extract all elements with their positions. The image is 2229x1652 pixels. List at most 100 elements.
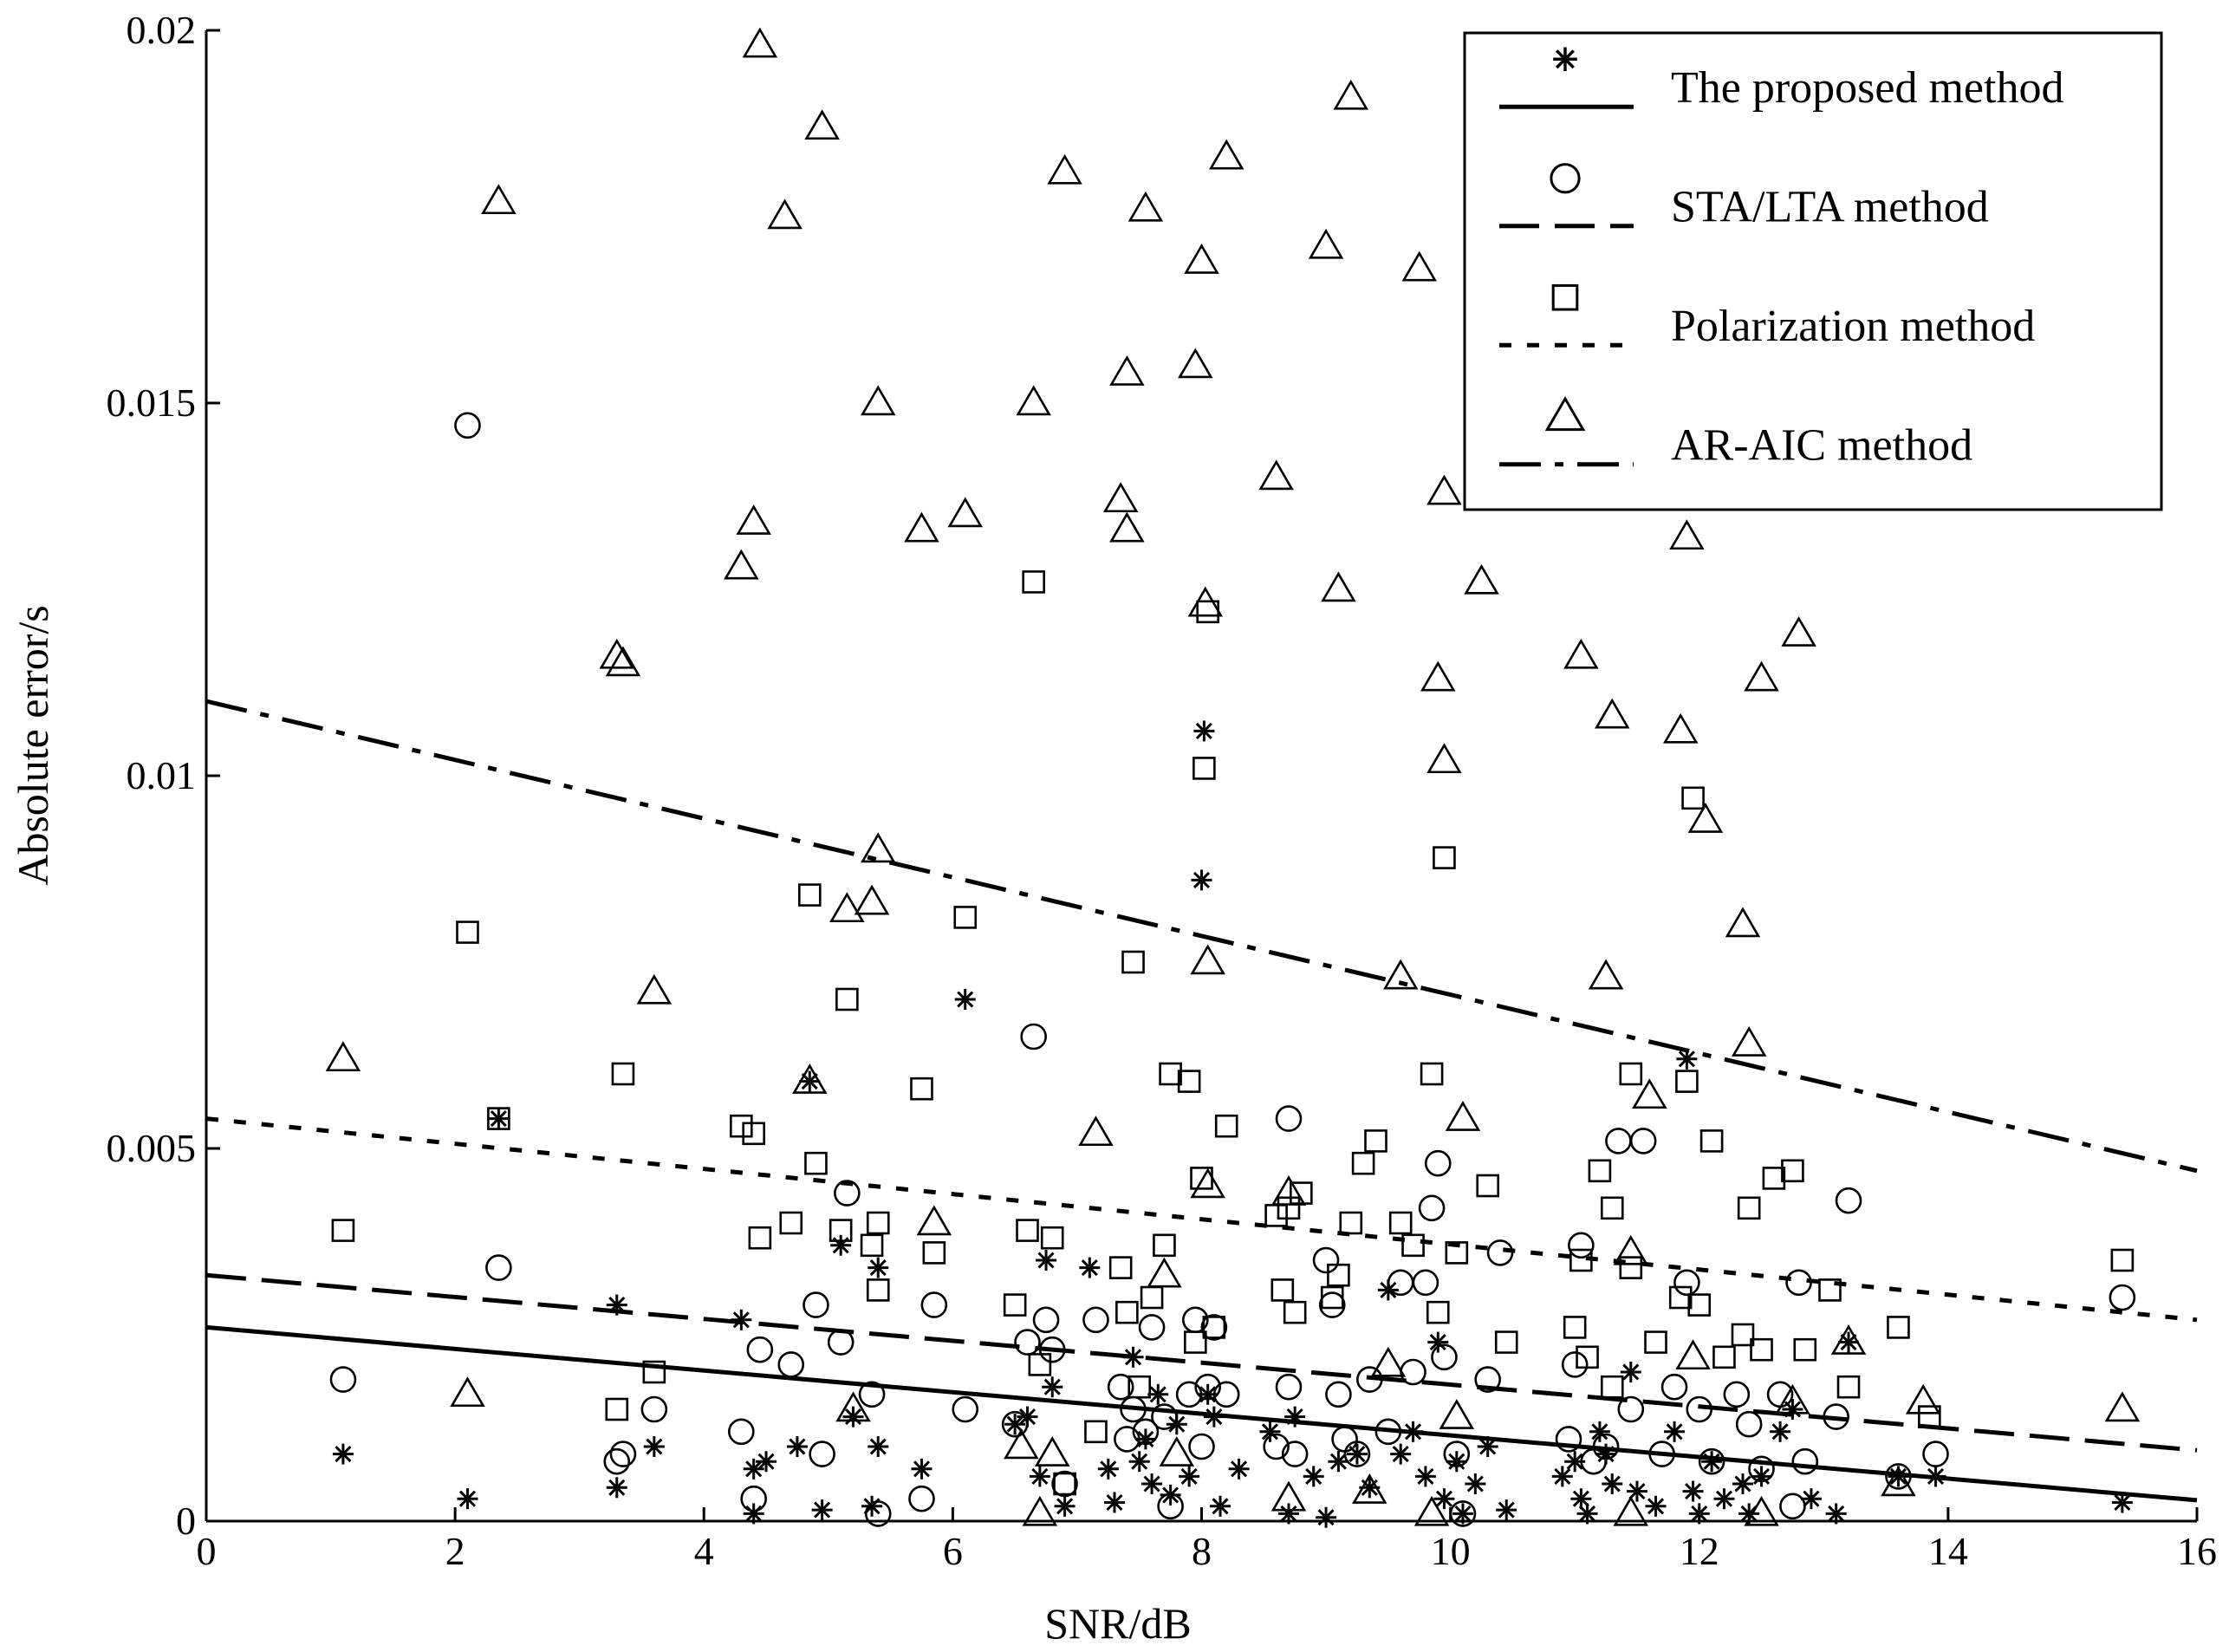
point-s3-56 (1594, 698, 1630, 729)
point-s2-20 (1003, 1293, 1027, 1317)
point-s3-43 (1333, 79, 1369, 110)
x-axis-title: SNR/dB (1044, 1599, 1192, 1648)
point-s2-39 (1202, 1316, 1226, 1339)
point-s3-50 (1426, 743, 1462, 774)
point-s2-47 (1327, 1263, 1350, 1287)
point-s0-53 (1402, 1421, 1424, 1442)
point-s2-78 (1781, 1159, 1804, 1183)
point-s1-47 (1343, 1441, 1371, 1467)
point-s1-73 (1723, 1381, 1751, 1408)
x-tick-label: 14 (1928, 1529, 1968, 1573)
y-tick-label: 0.015 (107, 380, 197, 425)
point-s1-62 (1568, 1232, 1595, 1259)
point-s1-83 (1922, 1441, 1949, 1467)
point-s1-61 (1561, 1351, 1589, 1378)
point-s0-12 (811, 1499, 833, 1521)
point-s1-48 (1356, 1366, 1383, 1393)
point-s0-52 (1390, 1443, 1412, 1465)
point-s1-12 (827, 1329, 855, 1356)
point-s3-23 (1034, 1436, 1070, 1467)
point-s1-79 (1791, 1447, 1819, 1475)
point-s3-66 (1731, 1026, 1767, 1057)
point-s2-22 (1022, 570, 1045, 594)
point-s3-8 (742, 27, 778, 58)
point-s3-38 (1258, 459, 1294, 491)
point-s0-3 (606, 1294, 627, 1316)
point-s0-47 (1316, 1506, 1337, 1528)
x-tick-label: 12 (1680, 1529, 1719, 1573)
point-s1-26 (1107, 1373, 1134, 1401)
point-s2-83 (1918, 1405, 1941, 1428)
point-s2-53 (1420, 1062, 1444, 1086)
point-s3-6 (724, 549, 759, 580)
point-s3-52 (1445, 1101, 1481, 1131)
point-s2-68 (1668, 1285, 1693, 1310)
legend-marker-2 (1551, 283, 1579, 311)
point-s2-44 (1283, 1300, 1307, 1324)
point-s2-76 (1750, 1337, 1773, 1362)
point-s3-22 (1022, 1495, 1058, 1526)
point-s0-2 (488, 1108, 510, 1129)
y-tick-label: 0 (176, 1499, 196, 1543)
point-s2-50 (1364, 1129, 1387, 1153)
point-s2-18 (922, 1241, 946, 1265)
point-s1-78 (1785, 1269, 1812, 1297)
y-tick-label: 0.02 (127, 8, 197, 52)
point-s0-87 (1925, 1466, 1946, 1487)
point-s2-9 (797, 883, 822, 907)
point-s1-15 (864, 1500, 892, 1527)
point-s3-48 (1413, 1495, 1450, 1526)
point-s3-57 (1588, 959, 1624, 990)
point-s1-49 (1374, 1418, 1402, 1446)
y-tick-label: 0.005 (107, 1126, 197, 1170)
point-s0-82 (1782, 1399, 1803, 1420)
point-s1-60 (1555, 1426, 1582, 1453)
point-s3-46 (1382, 959, 1419, 990)
point-s2-16 (866, 1211, 890, 1235)
point-s3-63 (1687, 803, 1724, 833)
point-s0-29 (1122, 1346, 1144, 1368)
point-s3-11 (804, 109, 840, 140)
point-s3-54 (1464, 563, 1499, 595)
point-s1-1 (454, 412, 481, 439)
point-s0-81 (1770, 1421, 1791, 1442)
point-s1-24 (1051, 1470, 1078, 1498)
point-s2-80 (1818, 1278, 1842, 1302)
point-s3-10 (792, 1063, 828, 1094)
point-s3-34 (1187, 586, 1224, 617)
point-s0-80 (1751, 1466, 1772, 1487)
point-s0-84 (1825, 1503, 1847, 1525)
point-s1-18 (952, 1395, 979, 1423)
point-s2-25 (1053, 1472, 1076, 1496)
point-s0-9 (756, 1451, 777, 1473)
point-s3-74 (2104, 1391, 2141, 1422)
point-s1-38 (1212, 1381, 1240, 1408)
point-s0-38 (1193, 720, 1215, 742)
point-s0-17 (868, 1436, 889, 1457)
point-s1-71 (1686, 1395, 1713, 1423)
x-tick-label: 4 (694, 1529, 714, 1573)
point-s0-60 (1477, 1436, 1498, 1457)
point-s1-66 (1617, 1395, 1645, 1423)
point-s3-20 (1004, 1428, 1039, 1460)
point-s2-14 (860, 1233, 884, 1258)
point-s0-59 (1465, 1473, 1486, 1494)
point-s1-82 (1885, 1463, 1912, 1490)
ticks: 0 2 4 6 8 10 12 14 16 0 0.005 0.01 0.015 0.02 (107, 8, 2218, 1573)
point-s3-5 (636, 973, 673, 1005)
point-s2-6 (730, 1114, 753, 1138)
point-s2-30 (1127, 1375, 1152, 1399)
point-s0-70 (1626, 1480, 1647, 1502)
point-s2-1 (456, 920, 479, 944)
point-s0-6 (731, 1309, 752, 1330)
point-s0-63 (1564, 1451, 1586, 1473)
point-s1-75 (1748, 1455, 1775, 1483)
point-s2-75 (1737, 1196, 1761, 1220)
point-s1-16 (908, 1485, 935, 1512)
point-s3-60 (1632, 1078, 1667, 1109)
point-s0-73 (1676, 1048, 1698, 1070)
point-s1-41 (1275, 1373, 1303, 1401)
point-s2-32 (1153, 1233, 1176, 1258)
point-s2-5 (642, 1360, 666, 1384)
point-s2-49 (1351, 1151, 1375, 1175)
